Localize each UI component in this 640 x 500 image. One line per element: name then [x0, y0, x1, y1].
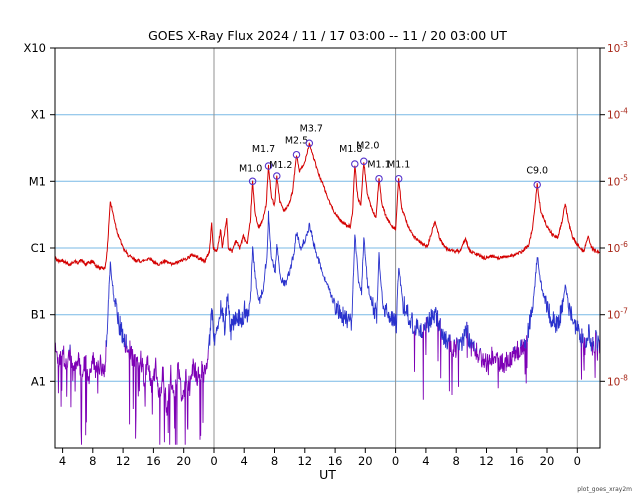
- y-axis-label-left: X10: [23, 41, 46, 55]
- flare-label: M1.1: [367, 160, 390, 171]
- x-tick-label: 4: [59, 454, 66, 468]
- flare-marker-circle: [248, 177, 257, 186]
- x-tick-label: 16: [328, 454, 343, 468]
- x-axis-title: UT: [319, 467, 336, 482]
- x-tick-label: 0: [574, 454, 581, 468]
- flare-marker-circle: [292, 150, 301, 159]
- x-tick-label: 16: [509, 454, 524, 468]
- x-tick-label: 12: [297, 454, 312, 468]
- x-tick-label: 8: [271, 454, 278, 468]
- flare-label: M1.7: [252, 144, 275, 155]
- y-axis-label-left: A1: [31, 374, 46, 388]
- flare-marker-circle: [264, 162, 273, 170]
- flare-label: M1.1: [387, 160, 410, 171]
- y-axis-label-right: 10-8: [607, 373, 628, 388]
- x-tick-label: 4: [241, 454, 248, 468]
- flare-label: M3.7: [300, 123, 323, 134]
- x-tick-label: 12: [479, 454, 494, 468]
- y-axis-label-right: 10-5: [607, 173, 628, 188]
- x-tick-label: 20: [176, 454, 191, 468]
- y-axis-label-right: 10-4: [607, 107, 628, 122]
- flare-marker-circle: [273, 172, 281, 180]
- flare-label: C9.0: [526, 166, 548, 177]
- x-tick-label: 0: [392, 454, 399, 468]
- flare-label: M2.0: [356, 140, 379, 151]
- y-axis-label-right: 10-6: [607, 240, 628, 255]
- y-axis-label-left: M1: [29, 174, 46, 188]
- flare-marker-circle: [351, 160, 359, 168]
- x-tick-label: 16: [146, 454, 161, 468]
- flare-label: M1.2: [269, 160, 292, 171]
- x-tick-label: 4: [422, 454, 429, 468]
- plot-footnote: plot_goes_xray2m: [577, 486, 632, 493]
- x-tick-label: 8: [89, 454, 96, 468]
- flare-label: M2.5: [285, 136, 308, 147]
- y-axis-label-right: 10-7: [607, 307, 628, 322]
- x-tick-label: 20: [540, 454, 555, 468]
- x-tick-label: 0: [210, 454, 217, 468]
- y-axis-label-left: X1: [31, 108, 46, 122]
- chart-title: GOES X-Ray Flux 2024 / 11 / 17 03:00 -- …: [148, 28, 507, 43]
- flare-marker-circle: [394, 174, 403, 183]
- flare-label: M1.8: [339, 144, 362, 155]
- flare-marker-circle: [375, 174, 383, 183]
- long-wave-series: [55, 142, 600, 271]
- flare-marker-circle: [360, 157, 368, 166]
- short-wave-series-low: [55, 310, 600, 445]
- short-wave-series: [62, 210, 600, 352]
- flare-marker-circle: [533, 180, 541, 189]
- x-tick-label: 12: [116, 454, 131, 468]
- y-axis-label-left: B1: [31, 308, 46, 322]
- flare-marker-circle: [305, 139, 314, 148]
- y-axis-label-right: 10-3: [607, 40, 628, 55]
- x-tick-label: 20: [358, 454, 373, 468]
- y-axis-label-left: C1: [31, 241, 46, 255]
- flare-label: M1.0: [239, 163, 262, 174]
- x-tick-label: 8: [453, 454, 460, 468]
